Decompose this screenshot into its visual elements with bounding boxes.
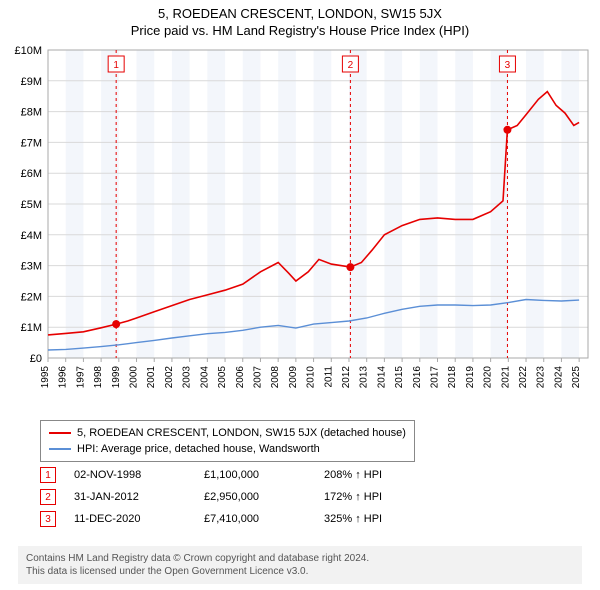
svg-text:1998: 1998 xyxy=(93,366,104,389)
svg-text:3: 3 xyxy=(505,60,511,71)
table-row: 2 31-JAN-2012 £2,950,000 172% ↑ HPI xyxy=(40,486,444,508)
svg-text:2000: 2000 xyxy=(129,366,140,389)
title-subtitle: Price paid vs. HM Land Registry's House … xyxy=(0,23,600,38)
arrow-icon: ↑ xyxy=(355,513,361,525)
svg-text:£1M: £1M xyxy=(21,322,42,334)
svg-text:£10M: £10M xyxy=(14,45,42,57)
svg-text:2023: 2023 xyxy=(536,366,547,389)
svg-text:2001: 2001 xyxy=(146,366,157,389)
sale-pct: 172% ↑ HPI xyxy=(324,491,444,503)
arrow-icon: ↑ xyxy=(355,469,361,481)
svg-text:£0: £0 xyxy=(30,353,42,365)
legend-label: HPI: Average price, detached house, Wand… xyxy=(77,443,320,455)
chart-svg: £0 £1M £2M £3M £4M £5M £6M £7M £8M £9M £10M 1995 199… xyxy=(0,44,600,414)
svg-text:£3M: £3M xyxy=(21,261,42,273)
svg-text:2006: 2006 xyxy=(235,366,246,389)
sale-date: 11-DEC-2020 xyxy=(74,513,204,525)
hpi-label: HPI xyxy=(364,469,382,481)
svg-text:2011: 2011 xyxy=(323,366,334,388)
svg-text:2016: 2016 xyxy=(412,366,423,389)
svg-text:£6M: £6M xyxy=(21,168,42,180)
legend-row: HPI: Average price, detached house, Wand… xyxy=(49,441,406,457)
sale-pct: 208% ↑ HPI xyxy=(324,469,444,481)
hpi-label: HPI xyxy=(364,491,382,503)
svg-text:1995: 1995 xyxy=(40,366,51,389)
svg-text:1999: 1999 xyxy=(111,366,122,389)
footer: Contains HM Land Registry data © Crown c… xyxy=(18,546,582,584)
sale-price: £1,100,000 xyxy=(204,469,324,481)
arrow-icon: ↑ xyxy=(355,491,361,503)
svg-text:2021: 2021 xyxy=(500,366,511,389)
svg-text:£8M: £8M xyxy=(21,107,42,119)
sale-price: £2,950,000 xyxy=(204,491,324,503)
legend-swatch xyxy=(49,448,71,450)
svg-text:2: 2 xyxy=(348,60,354,71)
svg-text:£4M: £4M xyxy=(21,230,42,242)
legend-label: 5, ROEDEAN CRESCENT, LONDON, SW15 5JX (d… xyxy=(77,427,406,439)
sale-date: 31-JAN-2012 xyxy=(74,491,204,503)
svg-text:1997: 1997 xyxy=(75,366,86,389)
titles: 5, ROEDEAN CRESCENT, LONDON, SW15 5JX Pr… xyxy=(0,0,600,38)
svg-text:2002: 2002 xyxy=(164,366,175,389)
sale-marker-icon: 2 xyxy=(40,489,56,505)
svg-text:2010: 2010 xyxy=(306,366,317,389)
svg-text:2014: 2014 xyxy=(376,366,387,389)
sale-date: 02-NOV-1998 xyxy=(74,469,204,481)
sale-marker-icon: 1 xyxy=(40,467,56,483)
svg-text:1: 1 xyxy=(113,60,119,71)
svg-text:2004: 2004 xyxy=(199,366,210,389)
svg-text:2012: 2012 xyxy=(341,366,352,389)
table-row: 3 11-DEC-2020 £7,410,000 325% ↑ HPI xyxy=(40,508,444,530)
sale-pct: 325% ↑ HPI xyxy=(324,513,444,525)
svg-text:2008: 2008 xyxy=(270,366,281,389)
hpi-label: HPI xyxy=(364,513,382,525)
svg-text:2024: 2024 xyxy=(553,366,564,389)
svg-text:2022: 2022 xyxy=(518,366,529,389)
svg-text:2003: 2003 xyxy=(182,366,193,389)
svg-text:£2M: £2M xyxy=(21,291,42,303)
svg-text:£7M: £7M xyxy=(21,137,42,149)
sales-table: 1 02-NOV-1998 £1,100,000 208% ↑ HPI 2 31… xyxy=(40,464,444,530)
svg-text:2020: 2020 xyxy=(483,366,494,389)
legend-row: 5, ROEDEAN CRESCENT, LONDON, SW15 5JX (d… xyxy=(49,425,406,441)
table-row: 1 02-NOV-1998 £1,100,000 208% ↑ HPI xyxy=(40,464,444,486)
svg-text:2007: 2007 xyxy=(252,366,263,389)
pct-value: 325% xyxy=(324,513,352,525)
chart: £0 £1M £2M £3M £4M £5M £6M £7M £8M £9M £10M 1995 199… xyxy=(0,44,600,414)
svg-text:2019: 2019 xyxy=(465,366,476,389)
svg-text:2025: 2025 xyxy=(571,366,582,389)
legend: 5, ROEDEAN CRESCENT, LONDON, SW15 5JX (d… xyxy=(40,420,415,462)
pct-value: 208% xyxy=(324,469,352,481)
svg-text:2005: 2005 xyxy=(217,366,228,389)
pct-value: 172% xyxy=(324,491,352,503)
svg-text:2017: 2017 xyxy=(430,366,441,389)
sale-marker-icon: 3 xyxy=(40,511,56,527)
chart-container: 5, ROEDEAN CRESCENT, LONDON, SW15 5JX Pr… xyxy=(0,0,600,590)
svg-text:2009: 2009 xyxy=(288,366,299,389)
svg-text:1996: 1996 xyxy=(58,366,69,389)
svg-text:£9M: £9M xyxy=(21,76,42,88)
svg-text:2013: 2013 xyxy=(359,366,370,389)
svg-text:£5M: £5M xyxy=(21,199,42,211)
footer-line: This data is licensed under the Open Gov… xyxy=(26,565,574,578)
title-address: 5, ROEDEAN CRESCENT, LONDON, SW15 5JX xyxy=(0,6,600,21)
legend-swatch xyxy=(49,432,71,434)
sale-price: £7,410,000 xyxy=(204,513,324,525)
footer-line: Contains HM Land Registry data © Crown c… xyxy=(26,552,574,565)
svg-text:2015: 2015 xyxy=(394,366,405,389)
svg-text:2018: 2018 xyxy=(447,366,458,389)
